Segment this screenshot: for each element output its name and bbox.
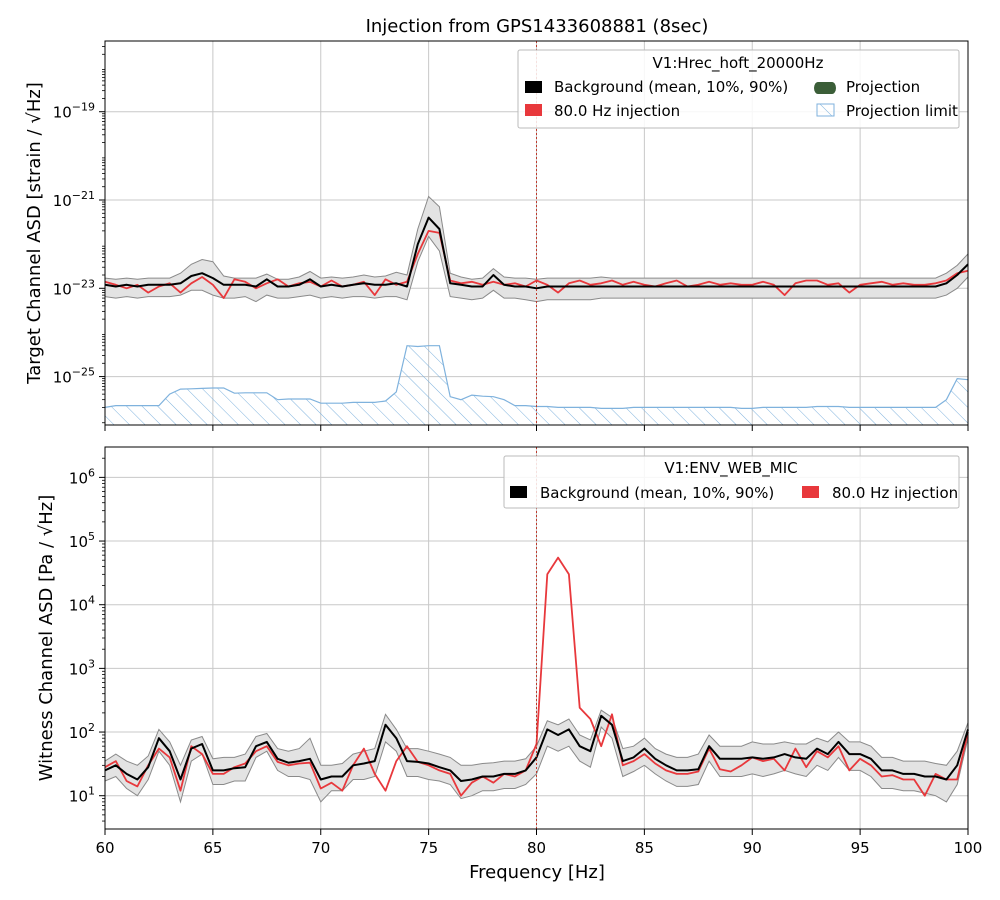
x-tick-label: 60 — [95, 839, 114, 857]
x-tick-label: 85 — [635, 839, 654, 857]
legend-label-projection-limit: Projection limit — [846, 102, 958, 120]
top-ticks: 10−19 10−21 10−23 10−25 — [53, 46, 969, 431]
legend-label-background: Background (mean, 10%, 90%) — [554, 78, 788, 96]
top-y-tick-label: 10−21 — [53, 189, 95, 210]
bottom-panel: 60 65 70 75 80 85 90 95 100 101 102 103 104 105 106 Wi… — [36, 446, 983, 857]
bottom-y-tick-label: 102 — [69, 721, 95, 742]
x-tick-label: 80 — [527, 839, 546, 857]
x-tick-label: 70 — [311, 839, 330, 857]
bottom-legend-title: V1:ENV_WEB_MIC — [664, 459, 797, 478]
top-y-tick-label: 10−19 — [53, 101, 95, 122]
bottom-y-tick-label: 101 — [69, 785, 95, 806]
top-data — [104, 41, 969, 425]
background-mean-line — [104, 714, 969, 782]
bottom-data — [104, 447, 969, 829]
legend-label-injection: 80.0 Hz injection — [554, 102, 680, 120]
x-tick-label: 100 — [954, 839, 983, 857]
x-tick-label: 75 — [419, 839, 438, 857]
legend-label-background-bottom: Background (mean, 10%, 90%) — [540, 484, 774, 502]
top-legend-title: V1:Hrec_hoft_20000Hz — [653, 54, 824, 73]
x-tick-label: 65 — [203, 839, 222, 857]
legend-swatch-injection-bottom — [802, 486, 819, 498]
bottom-y-tick-label: 103 — [69, 657, 95, 678]
legend-swatch-background-bottom — [510, 486, 527, 498]
top-y-tick-label: 10−25 — [53, 366, 95, 387]
legend-label-projection: Projection — [846, 78, 920, 96]
background-mean-line — [104, 216, 969, 290]
bottom-y-tick-label: 106 — [69, 466, 95, 487]
bottom-ylabel: Witness Channel ASD [Pa / √Hz] — [36, 495, 57, 781]
x-tick-label: 95 — [851, 839, 870, 857]
legend-swatch-projection-limit — [816, 103, 835, 117]
injection-series-line — [104, 229, 969, 300]
bottom-y-tick-label: 104 — [69, 594, 95, 615]
background-p10-line — [104, 726, 969, 804]
bottom-ticks: 60 65 70 75 80 85 90 95 100 101 102 103 104 105 106 — [69, 457, 983, 857]
top-panel: 10−19 10−21 10−23 10−25 Target Channel ASD … — [24, 40, 969, 431]
bottom-legend-box — [503, 455, 960, 509]
top-y-tick-label: 10−23 — [53, 277, 95, 298]
bottom-y-tick-label: 105 — [69, 530, 95, 551]
background-p90-line — [104, 195, 969, 280]
top-legend-box — [517, 49, 960, 129]
legend-swatch-injection — [525, 104, 542, 116]
legend-swatch-background — [525, 81, 542, 93]
top-legend: V1:Hrec_hoft_20000Hz Background (mean, 1… — [517, 49, 960, 129]
top-ylabel: Target Channel ASD [strain / √Hz] — [24, 82, 45, 385]
x-axis-label: Frequency [Hz] — [469, 862, 605, 883]
legend-swatch-projection — [814, 82, 836, 94]
x-tick-label: 90 — [743, 839, 762, 857]
projection-limit-area — [105, 345, 968, 425]
bottom-legend: V1:ENV_WEB_MIC Background (mean, 10%, 90… — [503, 455, 960, 509]
chart-title: Injection from GPS1433608881 (8sec) — [366, 16, 709, 37]
legend-label-injection-bottom: 80.0 Hz injection — [832, 484, 958, 502]
